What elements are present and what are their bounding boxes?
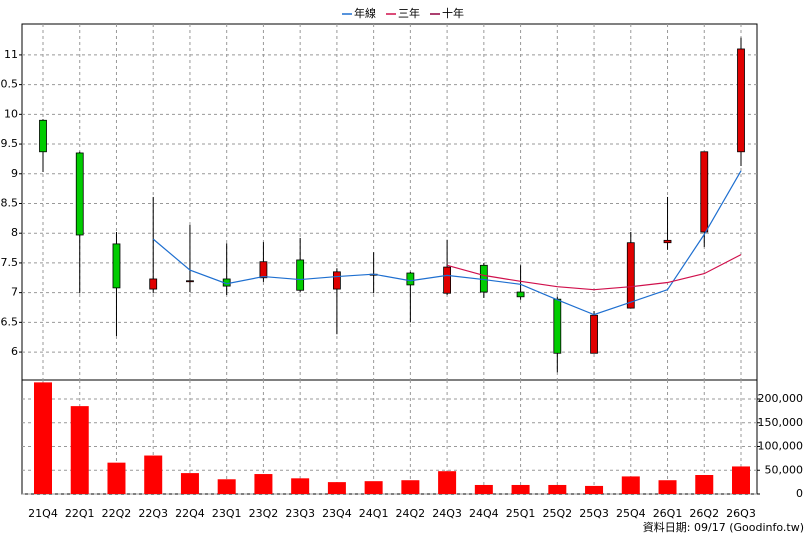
legend-label: 三年 xyxy=(398,6,420,20)
x-tick-label: 25Q3 xyxy=(579,507,609,520)
x-tick-label: 24Q2 xyxy=(396,507,426,520)
x-tick-label: 25Q4 xyxy=(616,507,646,520)
ma-line xyxy=(152,170,742,316)
y-tick-label: 8 xyxy=(11,226,18,239)
x-tick-label: 26Q1 xyxy=(653,507,683,520)
x-tick-label: 22Q2 xyxy=(102,507,132,520)
volume-bar xyxy=(254,474,273,494)
candle-body xyxy=(590,314,598,354)
y-tick-label: 9.5 xyxy=(1,137,19,150)
y-tick-label: 10 xyxy=(4,107,18,120)
volume-bar xyxy=(658,480,677,494)
footnote: 資料日期: 09/17 (Goodinfo.tw) xyxy=(643,520,804,534)
y2-tick-label: 150,000 xyxy=(758,416,804,429)
y-tick-label: 8.5 xyxy=(1,196,19,209)
volume-bar xyxy=(585,485,604,494)
candle-body xyxy=(112,243,121,289)
y-tick-label: 10.5 xyxy=(0,78,18,91)
volume-bar xyxy=(621,476,640,494)
candle-body xyxy=(553,298,562,354)
candle-body xyxy=(443,266,452,294)
volume-bar xyxy=(695,475,714,494)
x-tick-label: 24Q4 xyxy=(469,507,499,520)
volume-bar xyxy=(474,484,493,494)
x-tick-label: 23Q3 xyxy=(285,507,315,520)
x-tick-label: 22Q4 xyxy=(175,507,205,520)
volume-bar xyxy=(548,484,567,494)
volume-bar xyxy=(144,455,163,494)
volume-bar xyxy=(732,466,750,494)
y-tick-label: 6 xyxy=(11,345,18,358)
candle-body xyxy=(149,278,158,290)
y2-tick-label: 100,000 xyxy=(758,440,804,453)
x-tick-label: 23Q2 xyxy=(249,507,279,520)
y2-tick-label: 0 xyxy=(796,487,803,500)
candle-body xyxy=(663,239,672,244)
candle-body xyxy=(626,242,635,309)
candle-body xyxy=(332,271,341,290)
x-tick-label: 26Q3 xyxy=(726,507,756,520)
x-tick-label: 22Q1 xyxy=(65,507,95,520)
candle-body xyxy=(296,259,305,291)
y-tick-label: 9 xyxy=(11,167,18,180)
candle-body xyxy=(39,119,47,153)
volume-bar xyxy=(70,406,89,494)
volume-bar xyxy=(107,462,126,494)
volume-bar xyxy=(401,480,420,494)
candle-body xyxy=(75,152,84,236)
volume-bar xyxy=(34,382,52,494)
x-tick-label: 25Q2 xyxy=(542,507,572,520)
legend-label: 年線 xyxy=(354,6,376,20)
price-panel xyxy=(21,23,758,381)
x-tick-label: 23Q1 xyxy=(212,507,242,520)
volume-bar xyxy=(438,471,457,494)
volume-bar xyxy=(180,473,199,494)
candle-body xyxy=(406,272,415,286)
candle-body xyxy=(186,280,194,283)
y2-tick-label: 200,000 xyxy=(758,392,804,405)
candle-body xyxy=(516,291,525,298)
x-tick-label: 24Q3 xyxy=(432,507,462,520)
x-tick-label: 22Q3 xyxy=(138,507,168,520)
x-tick-label: 21Q4 xyxy=(28,507,58,520)
y-tick-label: 7.5 xyxy=(1,256,19,269)
x-tick-label: 24Q1 xyxy=(359,507,389,520)
volume-bar xyxy=(327,482,346,494)
candle-body xyxy=(479,264,488,293)
ma-line xyxy=(446,254,742,291)
candle-body xyxy=(700,151,709,233)
candle-body xyxy=(259,261,268,279)
y-tick-label: 11 xyxy=(4,48,18,61)
volume-bar xyxy=(291,478,310,494)
x-tick-label: 25Q1 xyxy=(506,507,536,520)
x-tick-label: 26Q2 xyxy=(689,507,719,520)
volume-panel xyxy=(21,379,758,495)
volume-bar xyxy=(364,481,383,494)
candle-body xyxy=(737,48,745,153)
volume-bar xyxy=(217,479,236,494)
y-tick-label: 6.5 xyxy=(1,315,19,328)
x-tick-label: 23Q4 xyxy=(322,507,352,520)
legend-label: 十年 xyxy=(442,6,464,20)
y2-tick-label: 50,000 xyxy=(765,463,804,476)
y-tick-label: 7 xyxy=(11,286,18,299)
volume-bar xyxy=(511,484,530,494)
